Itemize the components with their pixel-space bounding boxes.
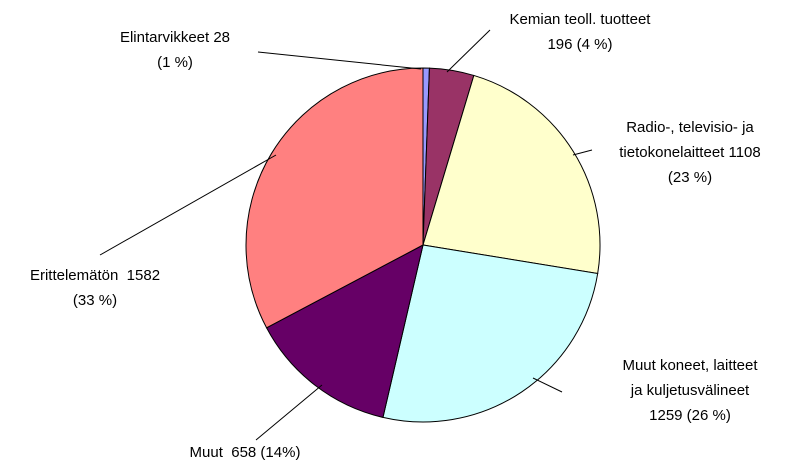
slice-label: Erittelemätön 1582 bbox=[30, 267, 160, 284]
pie-slice bbox=[422, 74, 601, 275]
slice-label: 196 (4 %) bbox=[547, 36, 612, 53]
leader-line bbox=[446, 29, 491, 73]
pie-slice bbox=[265, 244, 424, 419]
leader-line bbox=[99, 154, 277, 256]
slice-label: Muut 658 (14%) bbox=[190, 444, 301, 461]
leader-line bbox=[572, 149, 593, 156]
leader-line bbox=[532, 377, 563, 393]
slice-label: Elintarvikkeet 28 bbox=[120, 29, 230, 46]
slice-label: 1259 (26 %) bbox=[649, 407, 731, 424]
leader-line bbox=[255, 384, 323, 441]
slice-label: (23 %) bbox=[668, 169, 712, 186]
pie-slice bbox=[382, 244, 599, 423]
slice-label: Radio-, televisio- ja bbox=[626, 119, 754, 136]
slice-label: Kemian teoll. tuotteet bbox=[510, 11, 652, 28]
slice-label: (33 %) bbox=[73, 292, 117, 309]
slice-label: tietokonelaitteet 1108 bbox=[619, 144, 761, 161]
leader-line bbox=[257, 51, 422, 70]
slice-label: Muut koneet, laitteet bbox=[622, 357, 758, 374]
slice-label: (1 %) bbox=[157, 54, 193, 71]
slice-label: ja kuljetusvälineet bbox=[630, 382, 750, 399]
pie-slice bbox=[245, 67, 424, 329]
